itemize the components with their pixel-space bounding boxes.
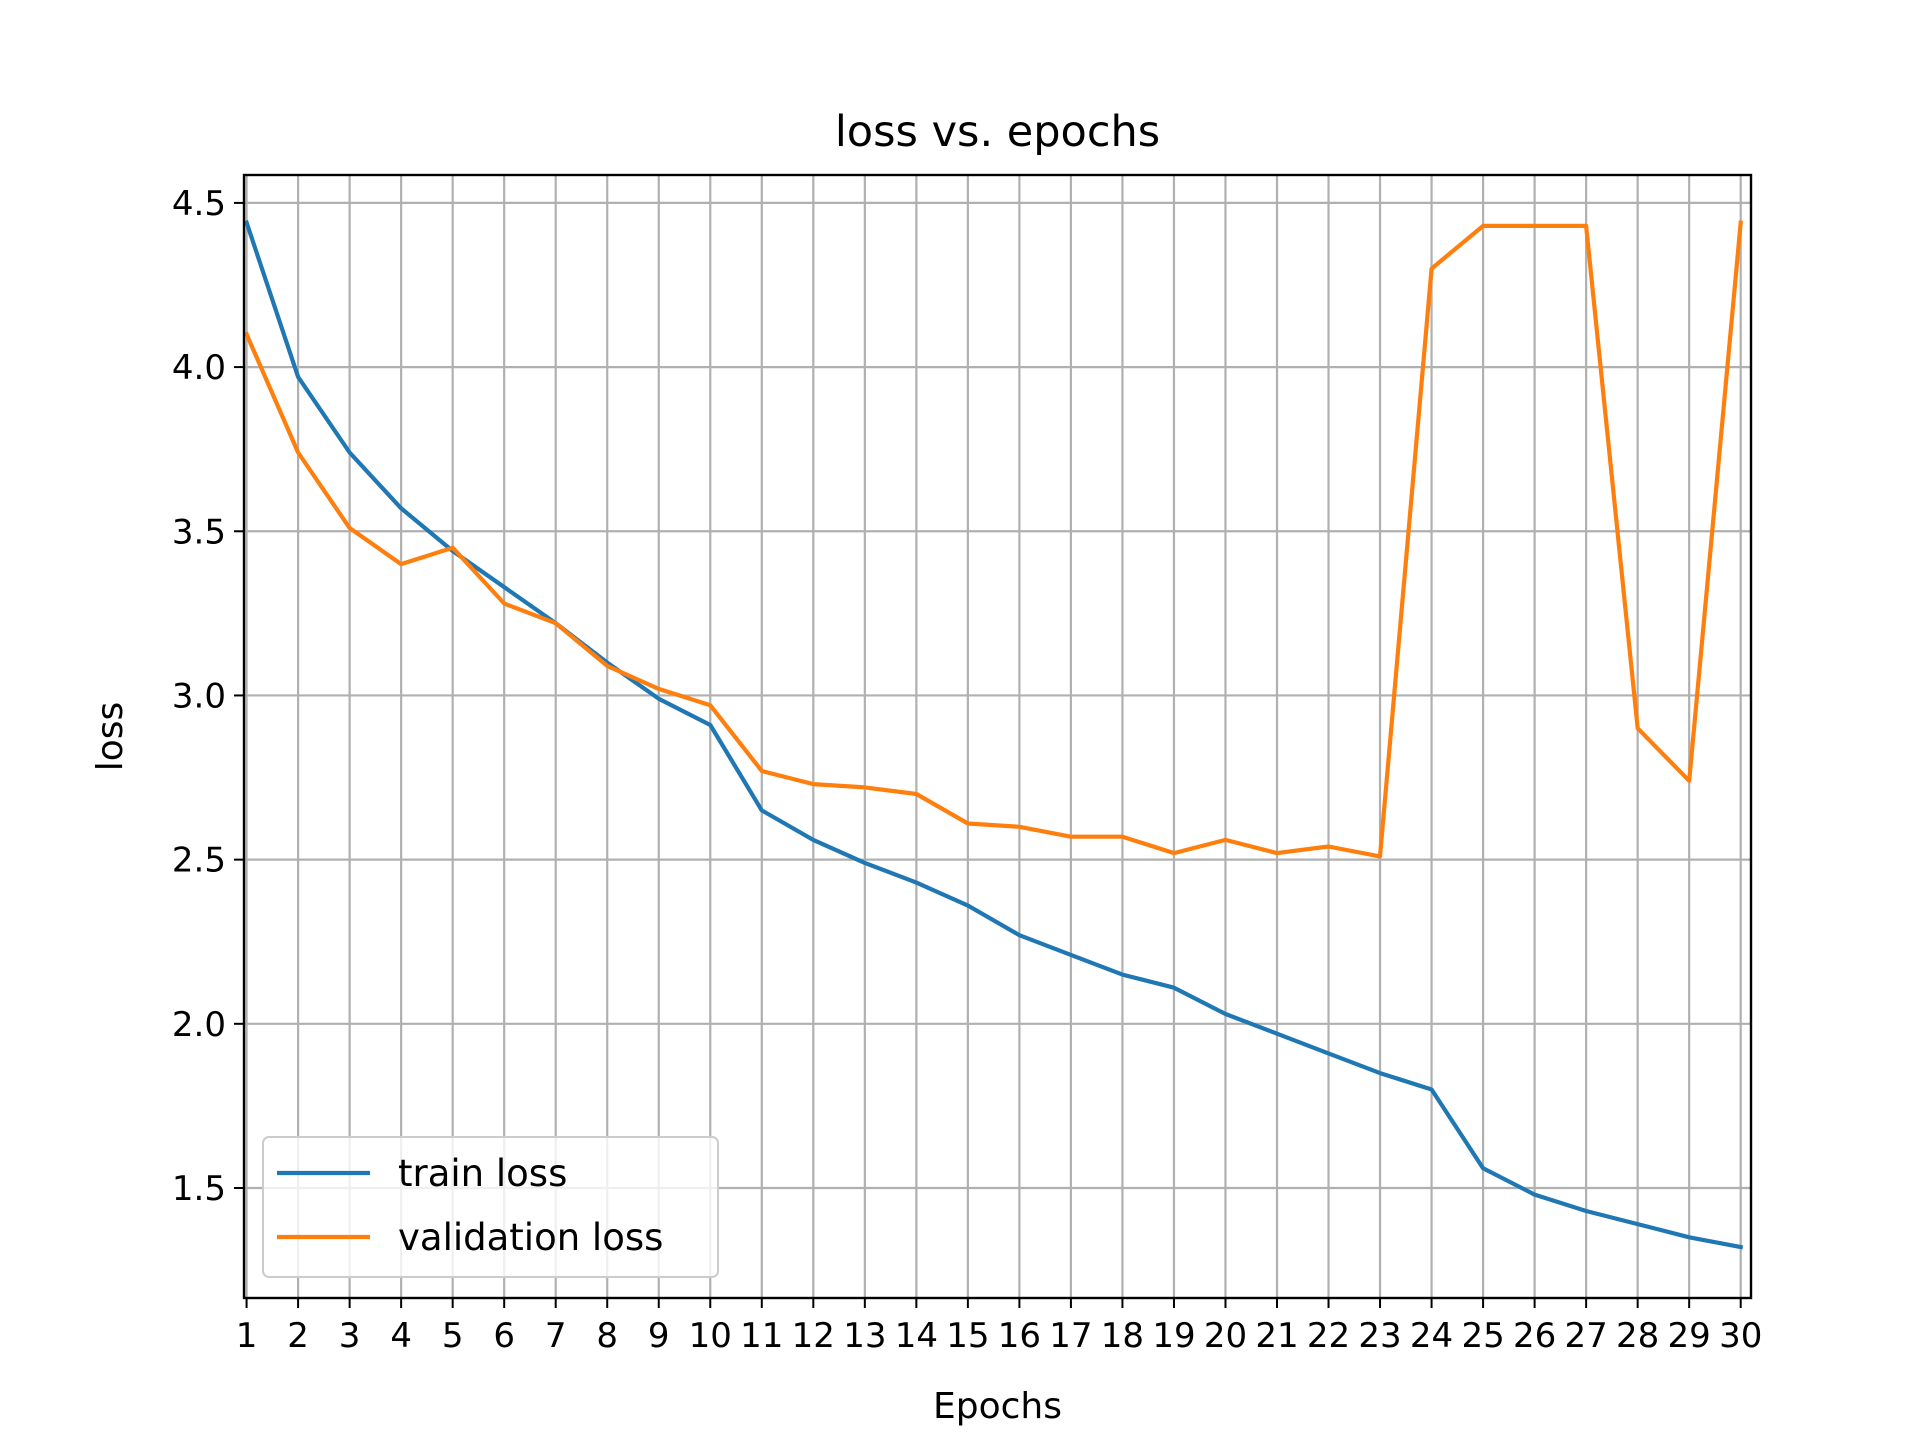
x-tick-label: 11 [740, 1316, 783, 1356]
x-tick-label: 6 [493, 1316, 515, 1356]
chart-title: loss vs. epochs [835, 107, 1160, 157]
x-tick-label: 20 [1204, 1316, 1247, 1356]
x-tick-label: 10 [689, 1316, 732, 1356]
x-axis-ticks: 1 2 3 4 5 6 7 8 9 10 11 12 13 14 15 16 17 18 19 20 21 22 23 24 2… [236, 1298, 1762, 1356]
y-tick-label: 2.0 [172, 1005, 226, 1045]
x-tick-label: 30 [1719, 1316, 1762, 1356]
x-tick-label: 2 [287, 1316, 309, 1356]
x-tick-label: 22 [1307, 1316, 1350, 1356]
x-tick-label: 23 [1358, 1316, 1401, 1356]
x-tick-label: 15 [946, 1316, 989, 1356]
y-axis-ticks: 1.5 2.0 2.5 3.0 3.5 4.0 4.5 [172, 184, 244, 1209]
y-axis-label: loss [90, 702, 131, 772]
y-tick-label: 2.5 [172, 841, 226, 881]
x-tick-label: 19 [1152, 1316, 1195, 1356]
legend-label-validation-loss: validation loss [398, 1216, 663, 1259]
y-tick-label: 4.0 [172, 348, 226, 388]
x-tick-label: 29 [1668, 1316, 1711, 1356]
x-tick-label: 8 [596, 1316, 618, 1356]
plot-frame [242, 173, 1753, 1300]
legend-label-train-loss: train loss [398, 1152, 567, 1195]
series-lines [243, 219, 1744, 1250]
series-line-train-loss [243, 219, 1744, 1250]
x-tick-label: 26 [1513, 1316, 1556, 1356]
x-tick-label: 16 [998, 1316, 1041, 1356]
x-tick-label: 12 [792, 1316, 835, 1356]
x-tick-label: 24 [1410, 1316, 1453, 1356]
series-line-validation-loss [243, 220, 1743, 859]
legend: train loss validation loss [262, 1136, 719, 1278]
x-tick-label: 25 [1461, 1316, 1504, 1356]
x-tick-label: 21 [1255, 1316, 1298, 1356]
grid [244, 175, 1751, 1298]
y-tick-label: 3.0 [172, 676, 226, 716]
x-tick-label: 17 [1049, 1316, 1092, 1356]
x-tick-label: 28 [1616, 1316, 1659, 1356]
x-tick-label: 9 [648, 1316, 670, 1356]
x-tick-label: 14 [895, 1316, 938, 1356]
y-tick-label: 3.5 [172, 512, 226, 552]
x-tick-label: 7 [545, 1316, 567, 1356]
x-tick-label: 3 [339, 1316, 361, 1356]
x-tick-label: 1 [236, 1316, 258, 1356]
legend-box [262, 1136, 719, 1278]
x-tick-label: 27 [1564, 1316, 1607, 1356]
y-tick-label: 1.5 [172, 1169, 226, 1209]
x-tick-label: 4 [390, 1316, 412, 1356]
x-tick-label: 13 [843, 1316, 886, 1356]
x-tick-label: 18 [1101, 1316, 1144, 1356]
x-tick-label: 5 [442, 1316, 464, 1356]
x-axis-label: Epochs [933, 1386, 1062, 1427]
y-tick-label: 4.5 [172, 184, 226, 224]
